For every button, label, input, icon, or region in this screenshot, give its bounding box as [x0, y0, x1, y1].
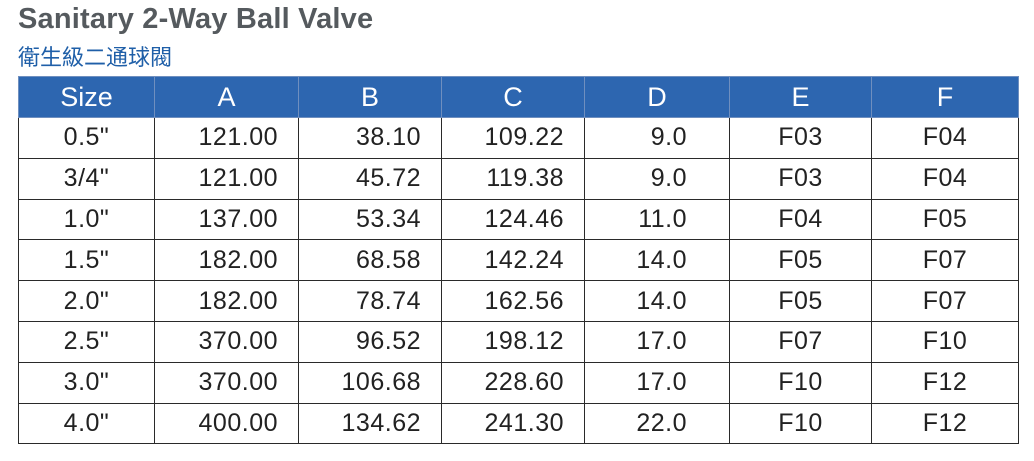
header-row: Size A B C D E F — [18, 76, 1019, 118]
table-row: 1.5" 182.00 68.58 142.24 14.0 F05 F07 — [18, 239, 1019, 282]
cell-a: 370.00 — [154, 361, 299, 404]
cell-size: 1.0" — [18, 198, 155, 241]
cell-b: 96.52 — [298, 320, 442, 363]
column-header-a: A — [154, 76, 299, 118]
table-row: 2.5" 370.00 96.52 198.12 17.0 F07 F10 — [18, 320, 1019, 363]
cell-size: 4.0" — [18, 402, 155, 445]
cell-size: 2.5" — [18, 320, 155, 363]
cell-b: 53.34 — [298, 198, 442, 241]
cell-c: 198.12 — [441, 320, 585, 363]
table-row: 4.0" 400.00 134.62 241.30 22.0 F10 F12 — [18, 402, 1019, 445]
page-subtitle: 衛生級二通球閥 — [18, 46, 173, 71]
cell-d: 9.0 — [584, 157, 730, 200]
cell-e: F05 — [729, 280, 872, 322]
column-header-size: Size — [18, 76, 155, 118]
column-header-d: D — [584, 76, 730, 118]
table-row: 3/4" 121.00 45.72 119.38 9.0 F03 F04 — [18, 157, 1019, 200]
cell-a: 121.00 — [154, 117, 299, 159]
cell-b: 38.10 — [298, 117, 442, 159]
cell-size: 1.5" — [18, 239, 155, 282]
cell-f: F07 — [871, 239, 1019, 282]
column-header-b: B — [298, 76, 442, 118]
cell-e: F03 — [729, 157, 872, 200]
cell-c: 119.38 — [441, 157, 585, 200]
cell-size: 0.5" — [18, 117, 155, 159]
cell-d: 14.0 — [584, 280, 730, 322]
cell-f: F12 — [871, 361, 1019, 404]
cell-a: 182.00 — [154, 239, 299, 282]
cell-d: 17.0 — [584, 320, 730, 363]
cell-a: 137.00 — [154, 198, 299, 241]
cell-a: 400.00 — [154, 402, 299, 445]
cell-e: F03 — [729, 117, 872, 159]
cell-f: F07 — [871, 280, 1019, 322]
cell-c: 124.46 — [441, 198, 585, 241]
cell-e: F10 — [729, 402, 872, 445]
cell-a: 121.00 — [154, 157, 299, 200]
cell-f: F05 — [871, 198, 1019, 241]
cell-c: 142.24 — [441, 239, 585, 282]
page-title: Sanitary 2-Way Ball Valve — [18, 3, 374, 35]
cell-a: 182.00 — [154, 280, 299, 322]
cell-f: F04 — [871, 117, 1019, 159]
cell-d: 9.0 — [584, 117, 730, 159]
cell-c: 109.22 — [441, 117, 585, 159]
cell-c: 241.30 — [441, 402, 585, 445]
column-header-c: C — [441, 76, 585, 118]
column-header-e: E — [729, 76, 872, 118]
cell-b: 68.58 — [298, 239, 442, 282]
cell-e: F10 — [729, 361, 872, 404]
cell-e: F05 — [729, 239, 872, 282]
cell-c: 162.56 — [441, 280, 585, 322]
cell-d: 14.0 — [584, 239, 730, 282]
cell-b: 106.68 — [298, 361, 442, 404]
cell-c: 228.60 — [441, 361, 585, 404]
spec-table: Size A B C D E F 0.5" 121.00 38.10 109.2… — [18, 76, 1019, 445]
cell-e: F07 — [729, 320, 872, 363]
cell-size: 3/4" — [18, 157, 155, 200]
cell-b: 45.72 — [298, 157, 442, 200]
cell-d: 22.0 — [584, 402, 730, 445]
cell-f: F10 — [871, 320, 1019, 363]
table-row: 2.0" 182.00 78.74 162.56 14.0 F05 F07 — [18, 280, 1019, 322]
cell-size: 2.0" — [18, 280, 155, 322]
cell-d: 17.0 — [584, 361, 730, 404]
cell-f: F12 — [871, 402, 1019, 445]
cell-e: F04 — [729, 198, 872, 241]
column-header-f: F — [871, 76, 1019, 118]
table-row: 1.0" 137.00 53.34 124.46 11.0 F04 F05 — [18, 198, 1019, 241]
cell-f: F04 — [871, 157, 1019, 200]
cell-b: 134.62 — [298, 402, 442, 445]
table-row: 0.5" 121.00 38.10 109.22 9.0 F03 F04 — [18, 117, 1019, 159]
cell-b: 78.74 — [298, 280, 442, 322]
cell-a: 370.00 — [154, 320, 299, 363]
cell-d: 11.0 — [584, 198, 730, 241]
table-row: 3.0" 370.00 106.68 228.60 17.0 F10 F12 — [18, 361, 1019, 404]
cell-size: 3.0" — [18, 361, 155, 404]
